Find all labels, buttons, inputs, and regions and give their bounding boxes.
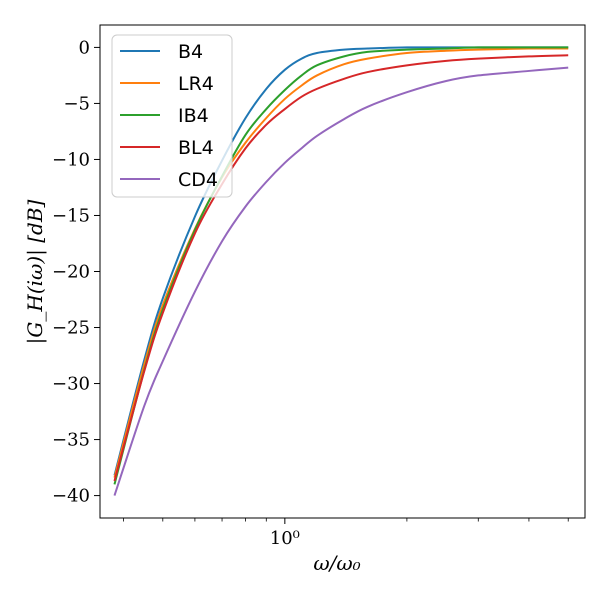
x-axis-label: ω/ω₀ [313,551,360,575]
y-tick-label: −30 [52,374,90,395]
legend-label-ib4: IB4 [178,105,209,127]
legend-label-cd4: CD4 [178,169,218,191]
series-line-cd4 [113,66,569,496]
series-line-ib4 [113,46,569,485]
legend-label-bl4: BL4 [178,137,214,159]
legend: B4 LR4 IB4 BL4 CD4 [111,34,233,198]
y-tick-label: −5 [63,93,90,114]
legend-box [111,34,233,198]
plot-layer [113,46,569,496]
y-tick-label: 0 [79,37,90,58]
y-tick-label: −15 [52,205,90,226]
y-tick-label: −10 [52,149,90,170]
x-axis: 10⁰ [123,518,569,549]
y-tick-label: −20 [52,262,90,283]
y-tick-label: −40 [52,486,90,507]
y-tick-label: −25 [52,318,90,339]
y-axis: 0 −5 −10 −15 −20 −25 −30 −35 −40 [52,37,100,507]
x-tick-label: 10⁰ [270,528,300,549]
legend-label-b4: B4 [178,41,203,63]
series-line-bl4 [113,54,569,482]
legend-label-lr4: LR4 [178,73,214,95]
y-axis-label: |G_H(iω)| [dB] [23,199,48,344]
y-tick-label: −35 [52,430,90,451]
series-line-lr4 [113,47,569,478]
